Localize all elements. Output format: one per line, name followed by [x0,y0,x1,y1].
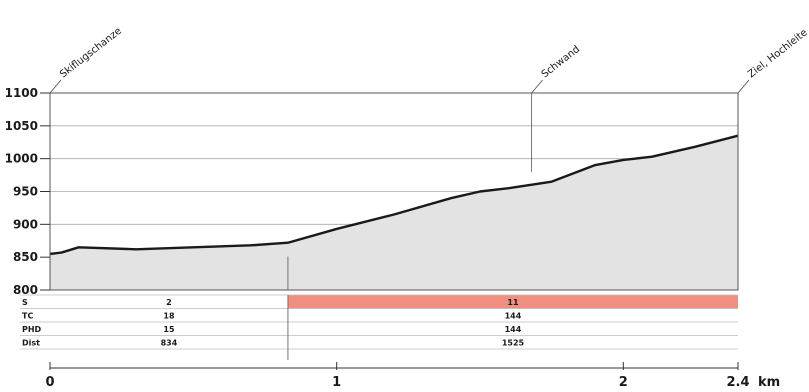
table-cell: 144 [505,311,522,320]
y-axis: 800 850 900 950 1000 1050 1100 [5,86,50,297]
y-tick-label: 850 [13,250,38,264]
x-axis: 0 1 2 2.4 km [45,362,780,390]
location-leader [737,79,750,94]
y-tick-label: 950 [13,185,38,199]
segment-highlight [287,295,738,309]
y-tick-label: 900 [13,217,38,231]
data-table: 2 18 15 834 11 144 144 1525 S TC PHD Dist [20,294,738,360]
location-label: Skiflugschanze [58,26,124,81]
location-label: Ziel, Hochleite [746,27,809,80]
elevation-area [50,135,738,290]
table-row-label: S [22,298,28,307]
x-tick-label: 1 [332,375,341,390]
y-tick-label: 1050 [5,119,38,133]
marker-layer [287,93,533,290]
location-leader [49,79,62,94]
table-cell: 834 [161,338,178,347]
table-cell: 144 [505,325,522,334]
elevation-line [49,134,739,256]
table-cell: 11 [507,298,519,307]
table-cell: 18 [163,311,175,320]
table-row-label: Dist [22,338,40,347]
x-axis-label: km [758,375,780,390]
table-cell: 2 [166,298,172,307]
location-label: Schwand [540,44,582,80]
location-leader [531,79,543,94]
table-row-label: TC [22,311,33,320]
x-tick-label: 2.4 [726,375,749,390]
y-tick-label: 1000 [5,152,38,166]
x-tick-label: 0 [45,375,54,390]
annotations: Skiflugschanze Schwand Ziel, Hochleite [49,26,809,94]
y-tick-label: 800 [13,283,38,297]
table-cell: 15 [163,325,175,334]
y-tick-label: 1100 [5,86,38,100]
table-row-label: PHD [22,325,42,334]
x-tick-label: 2 [619,375,628,390]
table-cell: 1525 [502,338,525,347]
